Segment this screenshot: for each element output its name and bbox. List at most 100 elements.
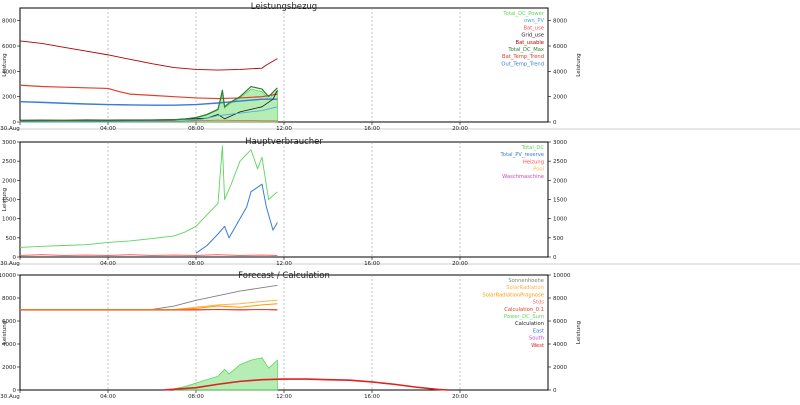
legend-entry: Sonnenhoehe	[508, 278, 544, 284]
x-tick-label: 04:00	[100, 126, 116, 132]
y-tick-label-left: 2000	[2, 365, 16, 371]
y-tick-label-right: 6000	[553, 319, 567, 325]
y-tick-label-right: 2500	[553, 159, 567, 165]
legend-entry: Heizung	[523, 159, 544, 165]
legend-entry: Total_PV_reserve	[500, 152, 544, 158]
y-tick-label-left: 500	[6, 236, 17, 242]
y-tick-label-right: 4000	[553, 342, 567, 348]
series-line-out-temp-trend	[19, 98, 278, 106]
legend-entry: SolarRadiationPrognose	[482, 292, 544, 298]
x-tick-label: 16:00	[364, 126, 380, 132]
legend-entry: Power_DC_Sum	[504, 314, 544, 320]
x-tick-label: 30.Aug	[0, 126, 20, 132]
y-tick-label-left: 6000	[2, 319, 16, 325]
chart-title: Leistungsbezug	[251, 2, 317, 12]
x-tick-label: 30.Aug	[0, 394, 20, 400]
legend-entry: Bat_usable	[516, 40, 544, 46]
legend-entry: Bat_Temp_Trend	[502, 54, 544, 60]
y-axis-label-left: Leistung	[2, 53, 8, 76]
series-line-solarradiationprognose	[20, 303, 278, 310]
y-tick-label-right: 2000	[553, 365, 567, 371]
y-tick-label-right: 0	[553, 388, 557, 394]
y-tick-label-right: 2000	[553, 95, 567, 101]
x-tick-label: 08:00	[188, 394, 204, 400]
legend-entry: own_PV	[524, 18, 544, 24]
series-line-total-dc	[19, 145, 278, 248]
y-tick-label-right: 6000	[553, 44, 567, 50]
y-tick-label-left: 0	[13, 255, 17, 261]
series-line-total-dc-max	[19, 85, 278, 122]
x-tick-label: 20:00	[452, 261, 468, 267]
x-tick-label: 20:00	[452, 394, 468, 400]
y-tick-label-left: 3000	[2, 140, 16, 146]
y-tick-label-right: 0	[553, 255, 557, 261]
y-tick-label-left: 1000	[2, 217, 16, 223]
x-tick-label: 04:00	[100, 394, 116, 400]
y-tick-label-right: 0	[553, 120, 557, 126]
x-tick-label: 16:00	[364, 261, 380, 267]
y-tick-label-left: 2000	[2, 95, 16, 101]
y-tick-label-left: 0	[13, 388, 17, 394]
y-tick-label-left: 4000	[2, 69, 16, 75]
y-tick-label-left: 8000	[2, 296, 16, 302]
legend-entry: Pool	[533, 167, 544, 173]
y-tick-label-right: 1500	[553, 198, 567, 204]
series-line-own-pv	[20, 106, 278, 123]
legend-entry: West	[531, 343, 544, 349]
x-tick-label: 04:00	[100, 261, 116, 267]
legend-entry: Out_Temp_Trend	[501, 61, 544, 67]
series-area-power-dc-sum	[173, 357, 278, 391]
legend-entry: Calculation	[515, 321, 544, 327]
series-line-calculation-0-1	[20, 309, 278, 311]
chart-panel-1: Leistungsbezug 30.Aug 04:00 08:00 12:00 16:00…	[0, 2, 582, 132]
y-tick-label-left: 0	[13, 120, 17, 126]
y-tick-label-left: 4000	[2, 342, 16, 348]
y-tick-label-left: 10000	[0, 273, 16, 279]
series-line-bat-usable	[19, 40, 278, 71]
legend-entry: Total_DC	[521, 145, 545, 151]
legend-entry: Stds	[533, 300, 545, 306]
x-tick-label: 30.Aug	[0, 261, 20, 267]
y-tick-label-right: 4000	[553, 69, 567, 75]
x-tick-label: 12:00	[276, 126, 292, 132]
x-tick-label: 12:00	[276, 261, 292, 267]
series-line-solarradiation	[20, 299, 278, 310]
legend-entry: SolarRadiation	[506, 285, 544, 291]
y-axis-label-right: Leistung	[576, 53, 582, 76]
y-tick-label-left: 2500	[2, 159, 16, 165]
x-tick-label: 08:00	[188, 126, 204, 132]
y-axis-label-left: Leistung	[2, 321, 8, 344]
y-tick-label-left: 1500	[2, 198, 16, 204]
legend-entry: Total_DC_Max	[507, 47, 544, 53]
legend-entry: East	[533, 328, 544, 334]
x-tick-label: 16:00	[364, 394, 380, 400]
legend-entry: Waschmaschine	[502, 174, 544, 180]
x-tick-label: 20:00	[452, 126, 468, 132]
y-axis-label-left: Leistung	[2, 188, 8, 211]
y-tick-label-right: 8000	[553, 296, 567, 302]
y-tick-label-right: 500	[553, 236, 564, 242]
y-tick-label-right: 3000	[553, 140, 567, 146]
y-tick-label-left: 8000	[2, 19, 16, 25]
legend-entry: South	[529, 336, 544, 342]
legend-entry: Bat_use	[523, 25, 544, 31]
series-line-sonnenhoehe	[20, 284, 278, 310]
legend-entry: Total_DC_Power	[502, 11, 544, 17]
y-tick-label-right: 1000	[553, 217, 567, 223]
y-axis-label-right: Leistung	[576, 321, 582, 344]
series-line-heizung	[19, 254, 278, 256]
series-line-total-pv-reserve	[195, 183, 278, 254]
y-tick-label-right: 10000	[553, 273, 571, 279]
y-tick-label-right: 2000	[553, 178, 567, 184]
y-tick-label-right: 8000	[553, 19, 567, 25]
series-line-west	[162, 378, 450, 391]
y-tick-label-left: 6000	[2, 44, 16, 50]
legend-entry: Grid_use	[521, 33, 544, 39]
x-tick-label: 12:00	[276, 394, 292, 400]
legend-entry: Calculation_0.1	[504, 307, 544, 313]
y-tick-label-left: 2000	[2, 178, 16, 184]
